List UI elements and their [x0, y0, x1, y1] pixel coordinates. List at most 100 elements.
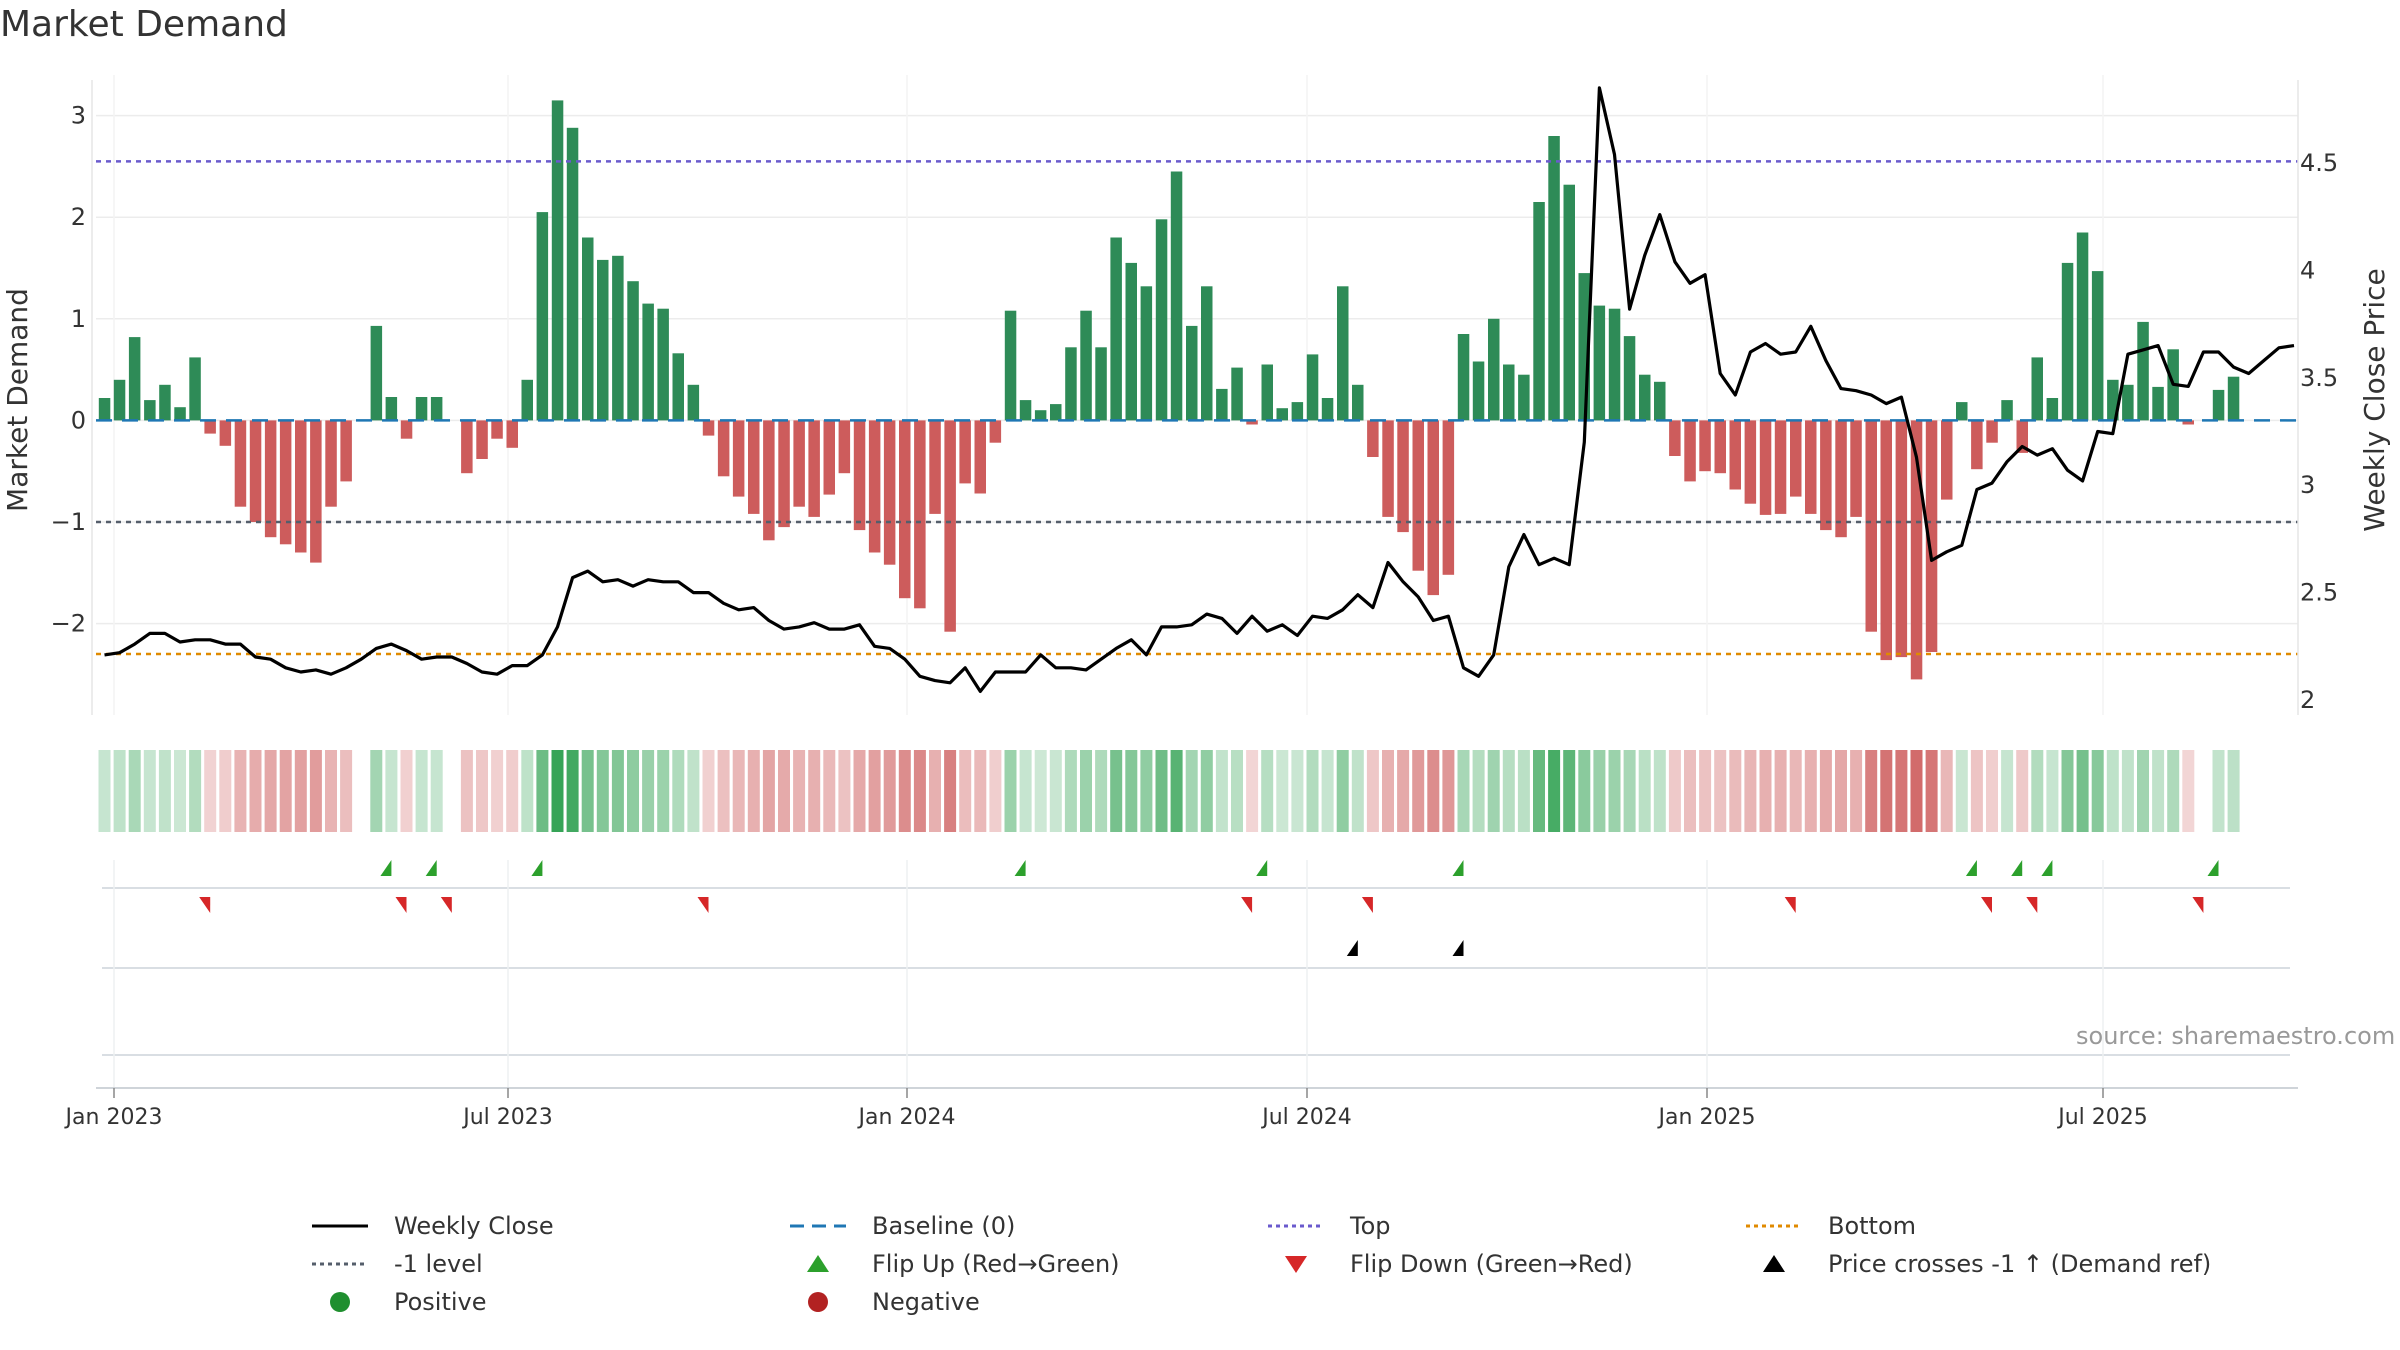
legend-baseline: Baseline (0) [788, 1212, 1015, 1240]
heat-strip-cell [143, 750, 156, 832]
chart-title: Market Demand [0, 4, 288, 45]
heat-strip-cell [1593, 750, 1606, 832]
demand-bar [1337, 286, 1349, 421]
demand-bar [2076, 232, 2089, 421]
demand-bar [174, 407, 186, 421]
heat-strip-cell [370, 750, 383, 832]
demand-bar [1850, 420, 1862, 517]
demand-bar [1941, 420, 1953, 500]
demand-bar [234, 420, 247, 507]
heat-strip-cell [1095, 750, 1108, 832]
y-left-tick-label: 2 [71, 203, 86, 231]
heat-strip-cell [1925, 750, 1938, 832]
demand-bar [1034, 410, 1047, 421]
legend-label: Price crosses -1 ↑ (Demand ref) [1828, 1250, 2212, 1278]
heat-strip-cell [1306, 750, 1319, 832]
demand-bar [1774, 420, 1787, 514]
demand-bar [2227, 376, 2240, 421]
legend-label: Top [1350, 1212, 1391, 1240]
demand-bar [1261, 364, 1273, 421]
circle-icon [808, 1292, 828, 1312]
demand-bar [1699, 420, 1711, 472]
flip-down-marker [2192, 897, 2204, 913]
heat-strip-cell [521, 750, 534, 832]
source-note: source: sharemaestro.com [2076, 1022, 2396, 1050]
y-right-axis-title: Weekly Close Price [2358, 268, 2391, 531]
demand-bar [1080, 310, 1092, 421]
demand-bar [461, 420, 473, 474]
heat-strip [98, 750, 2240, 832]
demand-bar [1352, 384, 1364, 421]
demand-bar [204, 420, 216, 434]
heat-strip-cell [1729, 750, 1742, 832]
demand-bars [98, 100, 2240, 680]
flip-up-marker [2011, 860, 2023, 876]
heat-strip-cell [1457, 750, 1470, 832]
demand-bar [612, 255, 624, 421]
heat-strip-cell [1049, 750, 1062, 832]
demand-bar [430, 397, 443, 421]
heat-strip-cell [249, 750, 262, 832]
legend-label: Bottom [1828, 1212, 1917, 1240]
x-tick-label: Jan 2024 [857, 1105, 956, 1130]
price-cross-marker [1452, 940, 1464, 956]
flip-down-marker [1981, 897, 1993, 913]
demand-bar [566, 127, 579, 421]
heat-strip-cell [929, 750, 941, 832]
heat-strip-cell [778, 750, 790, 832]
heat-strip-cell [959, 750, 972, 832]
heat-strip-cell [1231, 750, 1243, 832]
demand-bar [627, 281, 639, 421]
heat-strip-cell [385, 750, 398, 832]
heat-strip-cell [1804, 750, 1817, 832]
demand-bar [1095, 347, 1107, 421]
y-right-tick-label: 2 [2300, 686, 2315, 714]
heat-strip-cell [1759, 750, 1772, 832]
heat-strip-cell [1215, 750, 1228, 832]
heat-strip-cell [325, 750, 337, 832]
demand-bar [2212, 389, 2225, 421]
heat-strip-cell [1019, 750, 1032, 832]
demand-bar [717, 420, 730, 477]
demand-bar [249, 420, 262, 522]
heat-strip-cell [1548, 750, 1561, 832]
heat-strip-cell [1412, 750, 1425, 832]
demand-bar [793, 420, 805, 507]
heat-strip-cell [1080, 750, 1092, 832]
demand-bar [989, 420, 1002, 443]
heat-strip-cell [1336, 750, 1349, 832]
demand-bar [974, 420, 986, 494]
heat-strip-cell [1578, 750, 1591, 832]
heat-strip-cell [913, 750, 926, 832]
heat-strip-cell [1140, 750, 1153, 832]
heat-strip-cell [264, 750, 277, 832]
heat-strip-cell [430, 750, 443, 832]
axes: 3 2 1 0 −1 −2 4.5 4 3.5 3 2.5 2 Market Demand Weekly … [1, 80, 2391, 715]
heat-strip-cell [158, 750, 171, 832]
demand-bar [2046, 398, 2059, 421]
demand-bar [1488, 318, 1500, 421]
heat-strip-cell [98, 750, 111, 832]
demand-bar [1201, 286, 1213, 421]
heat-strip-cell [1427, 750, 1440, 832]
heat-strip-cell [823, 750, 836, 832]
heat-strip-cell [2046, 750, 2059, 832]
y-left-tick-label: −1 [51, 508, 86, 536]
heat-strip-cell [627, 750, 639, 832]
heat-strip-cell [898, 750, 911, 832]
heat-strip-cell [672, 750, 685, 832]
demand-bar [1593, 305, 1606, 421]
heat-strip-cell [309, 750, 322, 832]
demand-bar [1306, 354, 1319, 421]
legend-label: Negative [872, 1288, 980, 1316]
heat-strip-cell [219, 750, 232, 832]
heat-strip-cell [294, 750, 307, 832]
demand-bar [853, 420, 866, 531]
heat-strip-cell [1382, 750, 1394, 832]
demand-bar [1623, 336, 1636, 421]
y-right-tick-label: 4 [2300, 256, 2315, 284]
demand-bar [914, 420, 926, 609]
legend-flip-down: Flip Down (Green→Red) [1266, 1250, 1633, 1278]
heat-strip-cell [1865, 750, 1878, 832]
y-left-tick-label: 3 [71, 102, 86, 130]
